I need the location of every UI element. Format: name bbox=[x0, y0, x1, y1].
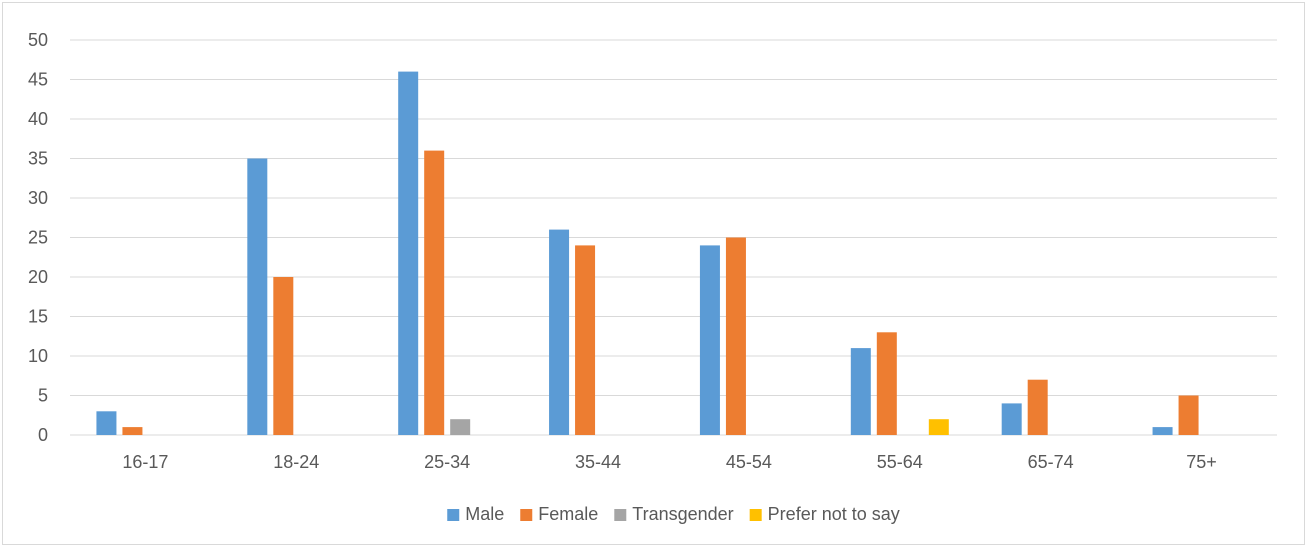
x-tick-label-35-44: 35-44 bbox=[575, 452, 621, 472]
bar-female-18-24 bbox=[273, 277, 294, 435]
x-tick-label-45-54: 45-54 bbox=[726, 452, 772, 472]
bar-female-16-17 bbox=[122, 427, 143, 435]
legend-swatch bbox=[447, 509, 460, 521]
legend-item-prefer-not-to-say: Prefer not to say bbox=[749, 504, 900, 524]
y-axis-ticks: 0 5 10 15 20 25 30 35 40 45 50 bbox=[28, 30, 48, 445]
chart-frame bbox=[2, 2, 1305, 545]
bar-male-65-74 bbox=[1001, 403, 1022, 435]
legend-swatch bbox=[749, 509, 762, 521]
x-axis-ticks: 16-17 18-24 25-34 35-44 45-54 55-64 65-74 75+ bbox=[122, 452, 1216, 472]
legend-item-female: Female bbox=[520, 504, 598, 524]
bar-male-75+ bbox=[1152, 427, 1173, 435]
y-tick-label-5: 5 bbox=[38, 386, 48, 406]
x-tick-label-65-74: 65-74 bbox=[1028, 452, 1074, 472]
y-tick-label-10: 10 bbox=[28, 346, 48, 366]
y-tick-label-25: 25 bbox=[28, 228, 48, 248]
gridlines bbox=[70, 39, 1277, 436]
bar-female-65-74 bbox=[1027, 379, 1048, 435]
legend: Male Female Transgender Prefer not to say bbox=[447, 504, 900, 524]
bar-male-45-54 bbox=[699, 245, 720, 435]
legend-item-male: Male bbox=[447, 504, 504, 524]
legend-label: Prefer not to say bbox=[768, 504, 900, 524]
bar-female-35-44 bbox=[575, 245, 596, 435]
bar-female-45-54 bbox=[725, 237, 746, 435]
legend-swatch bbox=[614, 509, 627, 521]
legend-label: Male bbox=[465, 504, 504, 524]
bar-female-55-64 bbox=[876, 332, 897, 435]
x-tick-label-18-24: 18-24 bbox=[273, 452, 319, 472]
bar-female-25-34 bbox=[424, 150, 445, 435]
y-tick-label-0: 0 bbox=[38, 425, 48, 445]
x-tick-label-25-34: 25-34 bbox=[424, 452, 470, 472]
y-tick-label-35: 35 bbox=[28, 149, 48, 169]
legend-label: Transgender bbox=[632, 504, 733, 524]
legend-swatch bbox=[520, 509, 533, 521]
bar-male-25-34 bbox=[398, 71, 419, 435]
bar-male-16-17 bbox=[96, 411, 117, 435]
y-tick-label-50: 50 bbox=[28, 30, 48, 50]
x-tick-label-55-64: 55-64 bbox=[877, 452, 923, 472]
y-tick-label-45: 45 bbox=[28, 70, 48, 90]
y-tick-label-40: 40 bbox=[28, 109, 48, 129]
bar-prefer-not-to-say-55-64 bbox=[928, 419, 949, 435]
bar-female-75+ bbox=[1178, 395, 1199, 435]
bar-male-55-64 bbox=[850, 348, 871, 435]
legend-item-transgender: Transgender bbox=[614, 504, 734, 524]
x-tick-label-16-17: 16-17 bbox=[122, 452, 168, 472]
bars bbox=[96, 71, 1199, 435]
bar-male-35-44 bbox=[549, 229, 570, 435]
x-tick-label-75+: 75+ bbox=[1186, 452, 1217, 472]
bar-male-18-24 bbox=[247, 158, 268, 435]
y-tick-label-30: 30 bbox=[28, 188, 48, 208]
legend-label: Female bbox=[538, 504, 598, 524]
y-tick-label-20: 20 bbox=[28, 267, 48, 287]
y-tick-label-15: 15 bbox=[28, 307, 48, 327]
bar-transgender-25-34 bbox=[450, 419, 471, 435]
